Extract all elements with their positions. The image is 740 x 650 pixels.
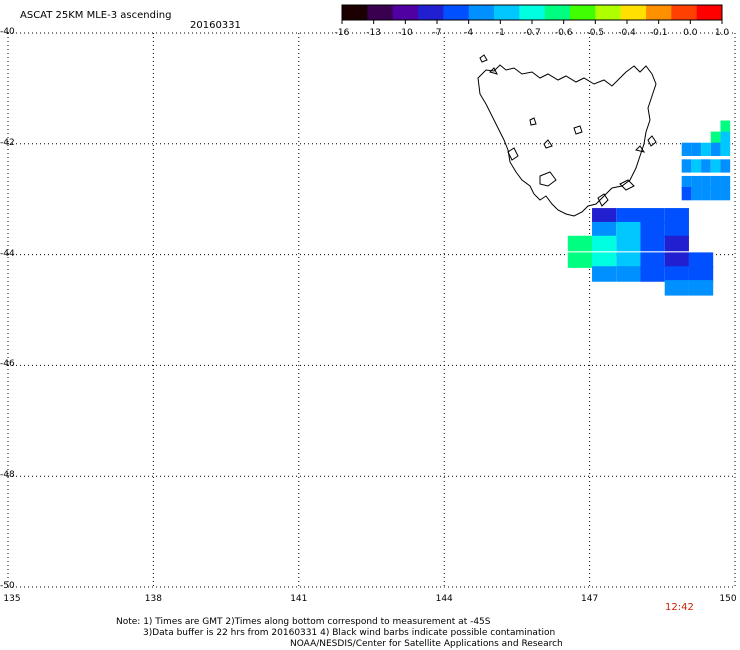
note-line-1: Note: 1) Times are GMT 2)Times along bot… <box>116 617 491 627</box>
wind-cell <box>616 266 641 282</box>
wind-cell <box>616 252 641 268</box>
colorbar-tick-label: -10 <box>397 28 413 38</box>
wind-cell <box>567 252 593 268</box>
tasmania-coastline <box>477 54 657 217</box>
colorbar-tick-label: -0.6 <box>554 28 573 38</box>
wind-cell <box>710 142 721 156</box>
wind-cell <box>710 131 721 145</box>
wind-cell <box>664 252 689 268</box>
colorbar <box>341 4 723 24</box>
colorbar-tick-label: -0.5 <box>586 28 605 38</box>
wind-cell <box>681 159 692 173</box>
wind-cell <box>688 280 714 296</box>
wind-cell <box>664 221 689 238</box>
latitude-tick-label: -42 <box>0 137 15 148</box>
wind-cells <box>567 120 731 296</box>
wind-cell <box>592 266 617 282</box>
colorbar-swatch <box>443 5 470 20</box>
product-date: 20160331 <box>190 20 241 31</box>
time-label: 12:42 <box>665 602 694 613</box>
wind-cell <box>616 235 641 252</box>
wind-cell <box>701 187 711 201</box>
wind-cell <box>710 187 721 201</box>
wind-cell <box>640 221 665 238</box>
wind-cell <box>640 266 665 282</box>
longitude-tick-label: 150 <box>719 594 737 604</box>
wind-cell <box>616 221 641 238</box>
colorbar-swatch <box>544 5 571 20</box>
colorbar-tick-label: -0.4 <box>618 28 636 38</box>
latitude-tick-label: -40 <box>0 27 15 37</box>
wind-cell <box>720 187 731 201</box>
wind-cell <box>710 159 721 173</box>
wind-cell <box>640 208 665 224</box>
wind-cell <box>664 280 689 296</box>
longitude-tick-label: 144 <box>435 594 453 604</box>
colorbar-swatch <box>519 5 546 20</box>
latitude-tick-label: -46 <box>0 359 15 370</box>
wind-cell <box>701 175 711 190</box>
plot-area <box>8 33 735 587</box>
wind-cell <box>681 187 692 201</box>
colorbar-swatch <box>418 5 444 20</box>
wind-cell <box>710 175 721 190</box>
latitude-tick-label: -44 <box>0 248 15 259</box>
wind-cell <box>592 208 617 224</box>
wind-cell <box>688 266 714 282</box>
wind-cell <box>681 175 692 190</box>
colorbar-swatch <box>392 5 419 20</box>
wind-cell <box>592 221 617 238</box>
colorbar-tick-label: -13 <box>366 28 382 38</box>
note-line-3: NOAA/NESDIS/Center for Satellite Applica… <box>290 639 563 649</box>
colorbar-swatch <box>367 5 394 20</box>
colorbar-swatch <box>646 5 672 20</box>
latitude-tick-label: -48 <box>0 470 15 481</box>
latitude-tick-label: -50 <box>0 581 15 591</box>
wind-cell <box>664 235 689 252</box>
colorbar-tick-label: 1.0 <box>714 28 730 38</box>
wind-cell <box>720 175 731 190</box>
wind-cell <box>592 252 617 268</box>
longitude-tick-label: 141 <box>290 594 308 604</box>
wind-cell <box>664 266 689 282</box>
wind-cell <box>592 235 617 252</box>
colorbar-tick-label: -0.1 <box>649 28 668 38</box>
wind-cell <box>616 208 641 224</box>
colorbar-swatch <box>620 5 647 20</box>
wind-cell <box>688 252 714 268</box>
wind-cell <box>691 187 702 201</box>
longitude-tick-label: 135 <box>3 594 21 604</box>
wind-cell <box>701 142 711 156</box>
colorbar-swatch <box>494 5 520 20</box>
colorbar-swatch <box>342 5 368 20</box>
wind-cell <box>691 175 702 190</box>
wind-cell <box>567 235 593 252</box>
colorbar-swatch <box>595 5 622 20</box>
wind-cell <box>691 142 702 156</box>
wind-cell <box>720 142 731 156</box>
wind-cell <box>640 235 665 252</box>
wind-cell <box>701 159 711 173</box>
longitude-tick-label: 147 <box>581 594 599 604</box>
colorbar-swatch <box>570 5 596 20</box>
product-title: ASCAT 25KM MLE-3 ascending <box>20 10 172 21</box>
colorbar-tick-label: 0.0 <box>683 28 698 38</box>
wind-cell <box>691 159 702 173</box>
wind-cell <box>720 131 731 145</box>
wind-cell <box>681 142 692 156</box>
graticule <box>7 32 736 588</box>
note-line-2: 3)Data buffer is 22 hrs from 20160331 4)… <box>143 628 556 638</box>
colorbar-swatch <box>696 5 723 20</box>
colorbar-swatch <box>671 5 698 20</box>
colorbar-tick-label: -16 <box>334 28 350 38</box>
colorbar-swatch <box>468 5 495 20</box>
map-frame <box>8 33 735 587</box>
longitude-tick-label: 138 <box>144 594 162 604</box>
wind-cell <box>720 120 731 134</box>
wind-cell <box>664 208 689 224</box>
wind-cell <box>640 252 665 268</box>
wind-cell <box>720 159 731 173</box>
